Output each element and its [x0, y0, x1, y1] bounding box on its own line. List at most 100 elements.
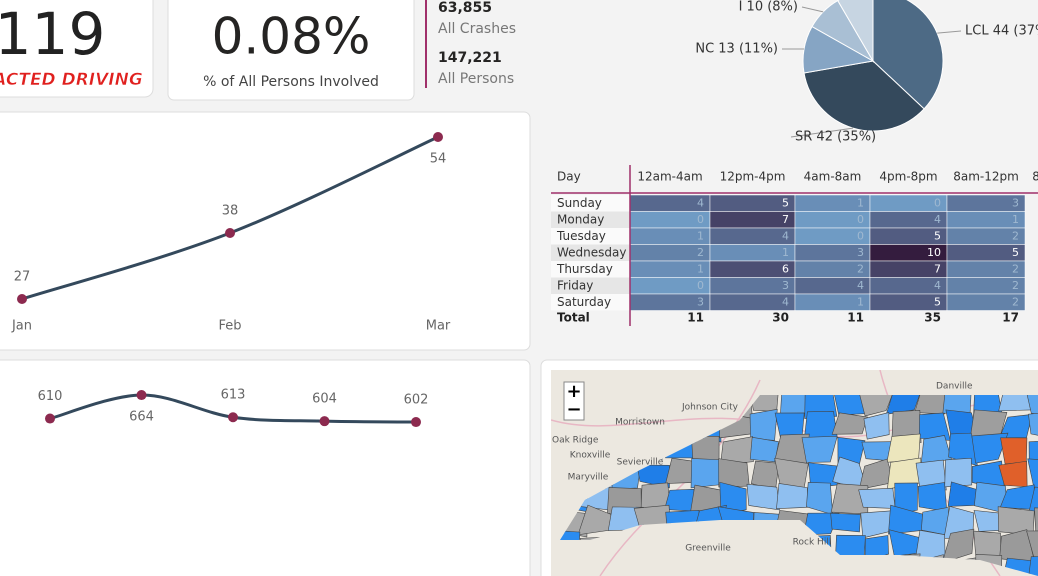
cell-value: 3	[1012, 197, 1019, 210]
row-header: Thursday	[556, 262, 613, 276]
row-header-bg	[551, 244, 630, 261]
cell-value: 3	[697, 296, 704, 309]
county	[917, 482, 948, 512]
percent-card	[167, 0, 415, 101]
county	[858, 395, 896, 417]
zoom-control	[563, 381, 585, 421]
county	[944, 457, 973, 488]
total-cell: 11	[687, 311, 704, 325]
row-header: Saturday	[557, 295, 611, 309]
county	[997, 506, 1035, 536]
county	[864, 535, 889, 562]
cell-value: 4	[857, 279, 864, 292]
county	[1027, 458, 1038, 489]
county	[801, 435, 838, 463]
cell-value: 2	[1012, 230, 1019, 243]
cell-value: 2	[857, 263, 864, 276]
zoom-out[interactable]: −	[566, 399, 581, 420]
county	[941, 528, 975, 564]
count-value: 119	[0, 0, 105, 68]
cell-value: 0	[697, 213, 704, 226]
stat-label: All Persons	[438, 71, 514, 87]
place: Morristown	[615, 418, 665, 428]
cell-value: 3	[857, 246, 864, 259]
data-label: 27	[14, 270, 31, 285]
pie-label: LCL 44 (37%)	[965, 24, 1038, 39]
row-header-bg	[551, 228, 630, 245]
marker	[228, 412, 238, 423]
place: Maryville	[568, 473, 609, 483]
cell-value: 4	[934, 279, 941, 292]
county	[971, 432, 1009, 464]
county	[914, 395, 948, 415]
leader-line	[937, 30, 962, 34]
pie-label: SR 42 (35%)	[795, 130, 876, 145]
heat-cell	[946, 293, 1026, 311]
stat-label: All Crashes	[438, 21, 516, 37]
pie-slice	[872, 0, 944, 110]
stat-value: 63,855	[438, 0, 492, 16]
county	[915, 459, 947, 491]
pie-label: NC 13 (11%)	[695, 42, 778, 57]
county	[886, 433, 921, 463]
county	[1027, 555, 1038, 576]
marker	[319, 416, 330, 427]
data-label: 38	[222, 204, 239, 219]
marker	[45, 413, 55, 424]
count-card	[0, 0, 154, 98]
county	[776, 483, 808, 510]
cell-value: 2	[1012, 279, 1019, 292]
row-header-bg	[551, 211, 630, 228]
data-label: 613	[221, 388, 246, 403]
pie-slice	[837, 0, 874, 63]
stat-value: 147,221	[438, 50, 502, 66]
zoom-in[interactable]: +	[566, 381, 581, 402]
county	[1028, 486, 1038, 515]
total-cell: 11	[847, 311, 864, 325]
cell-value: 1	[857, 296, 864, 309]
cell-value: 1	[697, 263, 704, 276]
row-header-bg	[551, 261, 630, 278]
cell-value: 7	[934, 263, 941, 276]
percent-caption: % of All Persons Involved	[203, 74, 379, 90]
county	[749, 408, 778, 441]
total-cell: 35	[924, 311, 941, 325]
x-tick-label: Mar	[426, 319, 451, 334]
column-header: Day	[557, 170, 581, 184]
row-header: Tuesday	[556, 229, 606, 243]
row-header-bg	[551, 294, 630, 311]
column-header: 12am-4am	[637, 170, 702, 184]
place: Johnson City	[681, 403, 739, 413]
total-cell: 30	[772, 311, 789, 325]
cell-value: 2	[697, 246, 704, 259]
row-header: Monday	[557, 213, 604, 227]
county	[690, 458, 724, 489]
cell-value: 2	[1012, 263, 1019, 276]
place: Danville	[936, 382, 973, 392]
cell-value: 5	[934, 230, 941, 243]
x-tick-label: Jan	[11, 319, 32, 334]
pie-label: I 10 (8%)	[739, 0, 798, 15]
marker	[225, 228, 235, 238]
cell-value: 1	[857, 197, 864, 210]
county	[749, 436, 779, 463]
county	[894, 482, 918, 516]
cell-value: 5	[782, 197, 789, 210]
row-header-bg	[551, 195, 630, 212]
line-card	[0, 111, 531, 351]
county	[863, 412, 890, 440]
cell-value: 4	[782, 230, 789, 243]
total-cell: Total	[557, 311, 590, 325]
cell-value: 4	[782, 296, 789, 309]
data-label: 664	[129, 410, 154, 425]
county	[718, 458, 750, 488]
county	[1026, 530, 1038, 563]
data-label: 604	[312, 392, 337, 407]
row-header: Sunday	[557, 196, 602, 210]
cell-value: 0	[857, 213, 864, 226]
county	[831, 412, 868, 435]
county	[720, 436, 754, 466]
cell-value: 4	[934, 213, 941, 226]
